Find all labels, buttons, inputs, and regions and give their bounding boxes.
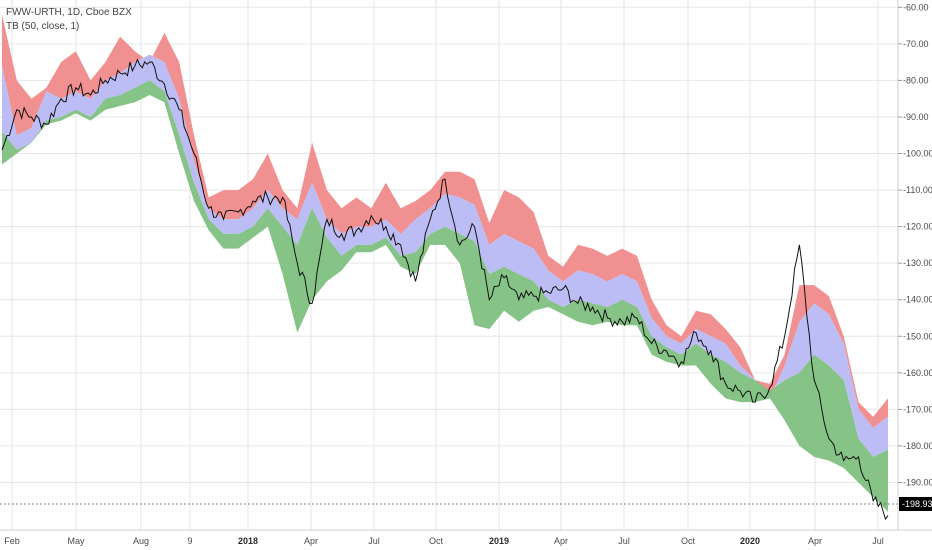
price-tick-label: -90.00 [903, 112, 929, 122]
last-price-tag-bg [899, 497, 932, 511]
time-tick-label: Apr [554, 536, 568, 546]
time-tick-label: Jul [872, 536, 884, 546]
price-tick-label: -120.00 [903, 222, 932, 232]
price-tick-label: -80.00 [903, 75, 929, 85]
time-tick-label: Apr [304, 536, 318, 546]
price-tick-label: -160.00 [903, 368, 932, 378]
price-tick-label: -100.00 [903, 149, 932, 159]
price-tick-label: -180.00 [903, 441, 932, 451]
time-tick-label: Oct [429, 536, 444, 546]
time-tick-label: 9 [187, 536, 192, 546]
price-scale[interactable]: -60.00 -70.00 -80.00 -90.00 -100.00 -110.00 -1… [898, 2, 932, 487]
price-line [1, 58, 889, 521]
time-tick-label: Jul [618, 536, 630, 546]
time-tick-label: 2020 [740, 536, 760, 546]
symbol-title[interactable]: FWW-URTH, 1D, Cboe BZX [6, 7, 132, 18]
price-tick-label: -150.00 [903, 331, 932, 341]
price-tick-label: -110.00 [903, 185, 932, 195]
price-tick-label: -70.00 [903, 39, 929, 49]
time-scale[interactable]: Feb May Aug 9 2018 Apr Jul Oct 2019 Apr Jul Oct 2020… [4, 536, 884, 546]
indicator-title[interactable]: TB (50, close, 1) [6, 21, 79, 32]
price-tick-label: -170.00 [903, 404, 932, 414]
time-tick-label: Jul [368, 536, 380, 546]
last-price-value: -198.93 [902, 499, 932, 509]
price-series [1, 58, 889, 521]
time-tick-label: Oct [681, 536, 696, 546]
price-tick-label: -140.00 [903, 295, 932, 305]
time-tick-label: 2018 [238, 536, 258, 546]
price-tick-label: -130.00 [903, 258, 932, 268]
price-tick-label: -60.00 [903, 2, 929, 12]
time-tick-label: Apr [808, 536, 822, 546]
price-tick-label: -190.00 [903, 477, 932, 487]
time-tick-label: 2019 [489, 536, 509, 546]
time-tick-label: Aug [133, 536, 149, 546]
time-tick-label: Feb [4, 536, 20, 546]
last-price-tag: -198.93 [899, 497, 932, 511]
time-tick-label: May [67, 536, 85, 546]
